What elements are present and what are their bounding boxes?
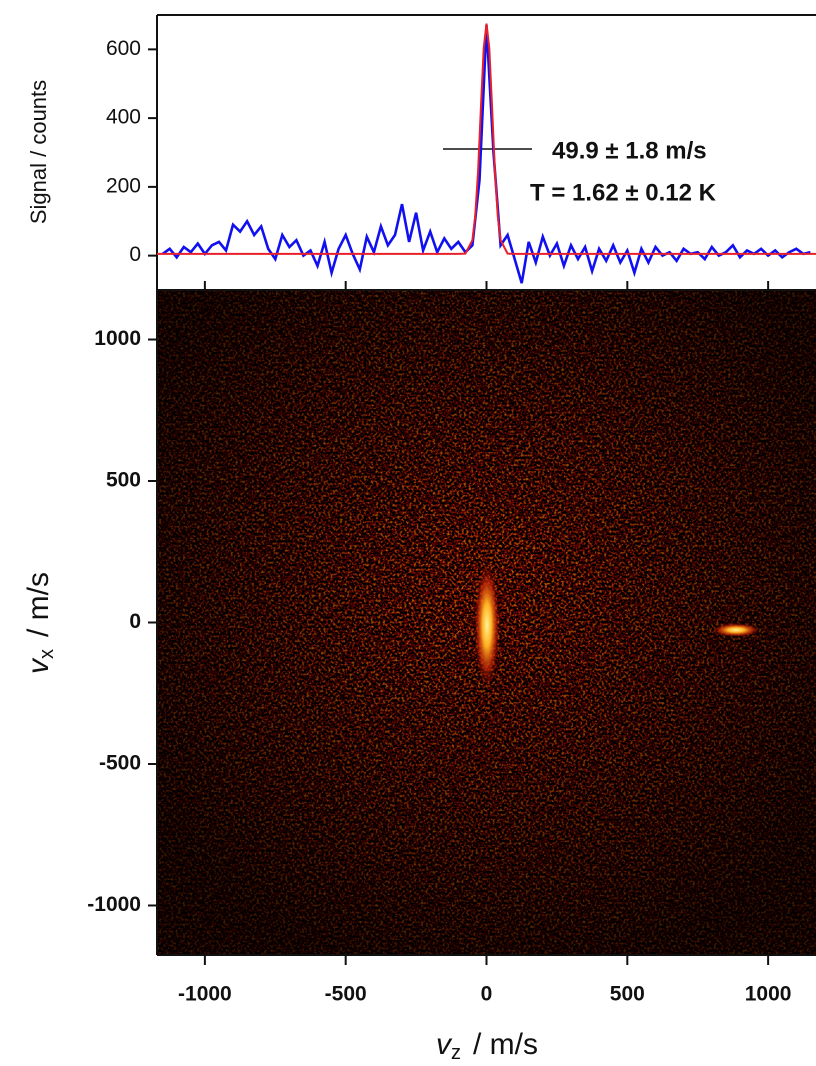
y-tick-label: 1000 <box>94 327 141 350</box>
y-tick-label: 200 <box>106 174 141 197</box>
y-tick-label: 600 <box>106 37 141 60</box>
y-tick-label: -500 <box>99 752 141 775</box>
bright-spot <box>474 563 500 687</box>
annotation: 49.9 ± 1.8 m/s <box>552 137 707 164</box>
data-line <box>161 25 811 284</box>
y-label-symbol: v <box>22 657 55 674</box>
y-tick-label: 0 <box>129 610 141 633</box>
y-tick-label: 0 <box>129 243 141 266</box>
x-tick-label: -1000 <box>178 983 232 1006</box>
x-tick-label: 1000 <box>745 983 792 1006</box>
bright-spot <box>712 623 760 637</box>
y-label-subscript: x <box>36 649 58 659</box>
y-axis-label: Signal / counts <box>26 80 51 224</box>
y-tick-label: -1000 <box>87 893 141 916</box>
x-label-unit: / m/s <box>473 1028 538 1061</box>
x-tick-label: 0 <box>481 983 493 1006</box>
x-label-symbol: v <box>436 1028 453 1061</box>
y-axis-label: vx / m/s <box>22 572 58 674</box>
annotation: T = 1.62 ± 0.12 K <box>530 179 717 206</box>
heatmap-image <box>157 290 816 955</box>
y-tick-label: 500 <box>106 469 141 492</box>
x-tick-label: -500 <box>325 983 367 1006</box>
x-tick-label: 500 <box>610 983 645 1006</box>
x-label-subscript: z <box>451 1042 461 1064</box>
x-axis-label: vz / m/s <box>436 1028 538 1064</box>
data-line <box>157 23 816 255</box>
y-label-unit: / m/s <box>22 572 55 637</box>
y-tick-label: 400 <box>106 106 141 129</box>
